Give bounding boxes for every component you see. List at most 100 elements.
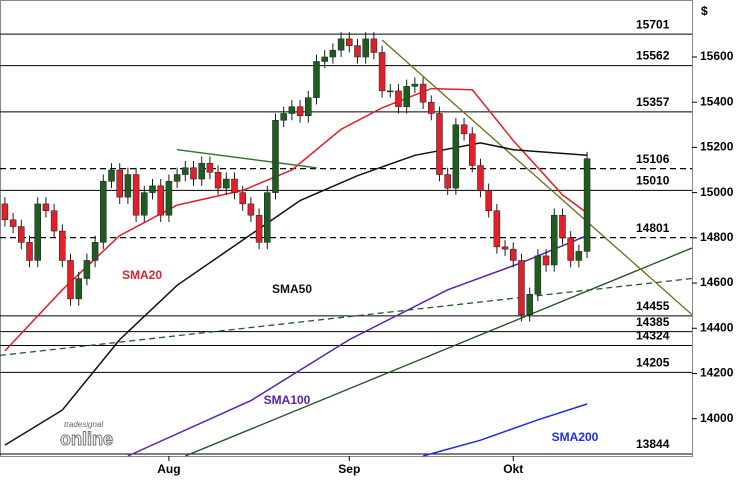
level-label: 15701 — [636, 17, 670, 31]
logo-main: online — [60, 429, 113, 449]
candle-body — [165, 181, 173, 216]
level-label: 14455 — [636, 299, 670, 313]
x-tick-label: Sep — [338, 462, 360, 476]
candle-body — [477, 165, 484, 191]
candle-body — [436, 113, 443, 175]
candle-body — [288, 106, 296, 114]
level-label: 15357 — [636, 95, 670, 109]
candle-body — [190, 167, 197, 180]
candle-body — [395, 90, 402, 107]
candle-body — [1, 203, 9, 220]
candle-body — [559, 214, 566, 239]
x-tick-label: Aug — [157, 462, 180, 476]
candle-body — [567, 237, 574, 261]
currency-label: $ — [701, 4, 708, 18]
overlay-label: SMA20 — [122, 268, 162, 282]
candle-body — [305, 97, 312, 117]
candle-body — [329, 49, 337, 58]
level-label: 14324 — [636, 329, 670, 343]
candle-body — [100, 181, 107, 243]
y-tick-label: 15400 — [700, 94, 734, 108]
candle-body — [493, 210, 501, 248]
plot-area — [0, 0, 693, 457]
candle-body — [469, 133, 476, 166]
y-tick-label: 15200 — [700, 140, 734, 154]
candle-body — [182, 167, 189, 175]
trendline — [177, 149, 317, 169]
level-label: 13844 — [636, 437, 670, 451]
candle-body — [460, 124, 468, 135]
candle-body — [91, 242, 99, 261]
candle-body — [239, 192, 246, 205]
candle-body — [124, 174, 132, 198]
candle-body — [542, 255, 550, 266]
candle-body — [526, 294, 533, 315]
moving-average — [127, 234, 588, 457]
moving-average — [4, 87, 588, 352]
level-label: 15010 — [636, 174, 670, 188]
candle-body — [378, 52, 386, 92]
level-label: 14385 — [636, 315, 670, 329]
y-tick-label: 14400 — [700, 320, 734, 334]
level-label: 15562 — [636, 49, 670, 63]
moving-average — [4, 142, 588, 446]
candle-body — [214, 172, 222, 189]
candle-body — [83, 260, 91, 279]
candle-body — [321, 56, 328, 62]
candle-body — [280, 113, 287, 121]
level-label: 15106 — [636, 152, 670, 166]
overlay-label: SMA200 — [552, 430, 599, 444]
candle-body — [173, 174, 181, 182]
candle-body — [296, 106, 304, 117]
candle-body — [34, 203, 41, 261]
overlay-label: SMA100 — [264, 393, 311, 407]
candle-body — [272, 120, 279, 193]
candle-body — [141, 192, 148, 216]
candle-body — [149, 185, 156, 193]
y-tick-label: 14600 — [700, 275, 734, 289]
candle-body — [42, 203, 50, 211]
x-tick-label: Okt — [503, 462, 523, 476]
candle-body — [444, 174, 451, 189]
trendline — [381, 39, 693, 316]
candle-body — [50, 210, 58, 232]
candle-body — [354, 45, 361, 58]
y-tick-label: 14200 — [700, 366, 734, 380]
candle-body — [551, 214, 558, 266]
candle-body — [264, 192, 271, 243]
y-tick-label: 14000 — [700, 411, 734, 425]
candle-body — [132, 174, 140, 216]
candle-body — [583, 158, 591, 252]
y-tick-label: 15000 — [700, 185, 734, 199]
trendline — [0, 277, 693, 357]
candle-body — [116, 169, 123, 198]
logo-small: tradesignal — [64, 420, 103, 429]
candle-body — [223, 178, 230, 189]
candle-body — [403, 86, 410, 107]
candle-body — [485, 190, 492, 211]
candle-body — [313, 61, 320, 98]
candle-body — [157, 185, 164, 216]
candle-body — [428, 101, 435, 114]
candle-body — [75, 278, 82, 300]
candle-body — [518, 260, 525, 315]
candle-body — [206, 162, 214, 173]
level-label: 14205 — [636, 356, 670, 370]
candle-body — [231, 178, 238, 193]
candle-body — [26, 242, 33, 261]
y-tick-label: 15600 — [700, 49, 734, 63]
candle-body — [501, 246, 509, 250]
moving-average — [422, 403, 588, 457]
level-label: 14801 — [636, 221, 670, 235]
candle-body — [198, 162, 205, 180]
candle-body — [59, 230, 66, 261]
candle-body — [419, 83, 427, 103]
candle-body — [18, 226, 25, 243]
candle-body — [255, 214, 263, 243]
overlay-label: SMA50 — [272, 282, 312, 296]
candle-body — [370, 38, 378, 53]
candle-body — [337, 38, 345, 51]
candle-body — [510, 248, 517, 261]
y-tick-label: 14800 — [700, 230, 734, 244]
